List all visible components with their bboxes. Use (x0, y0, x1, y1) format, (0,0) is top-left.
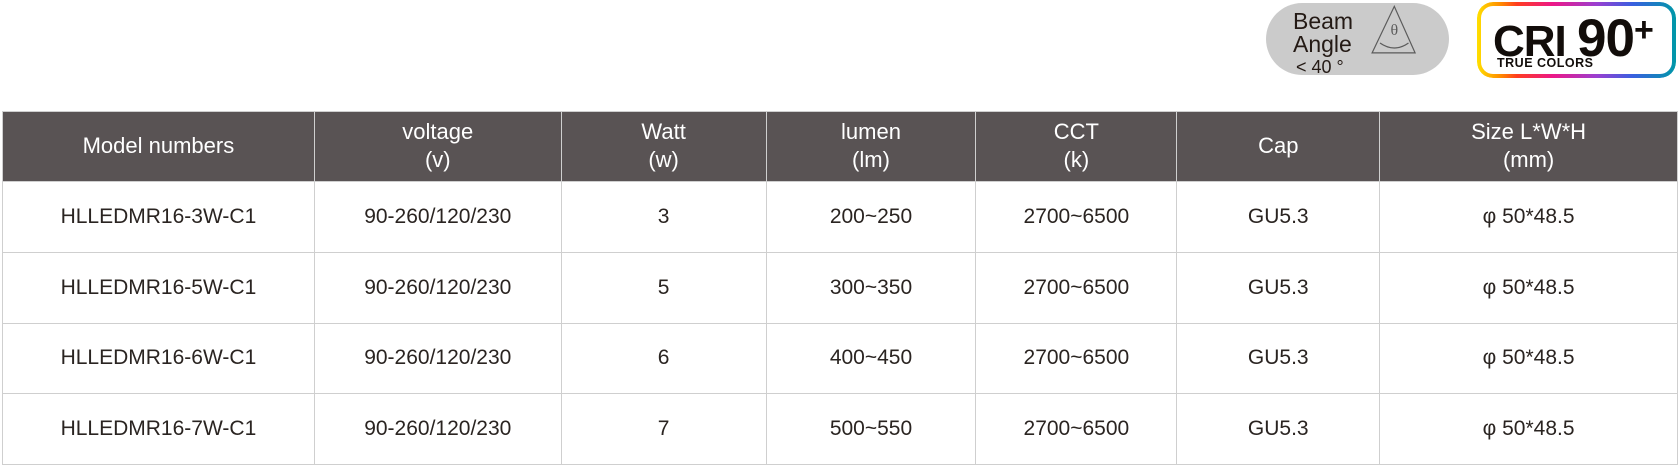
svg-text:θ: θ (1390, 22, 1398, 39)
